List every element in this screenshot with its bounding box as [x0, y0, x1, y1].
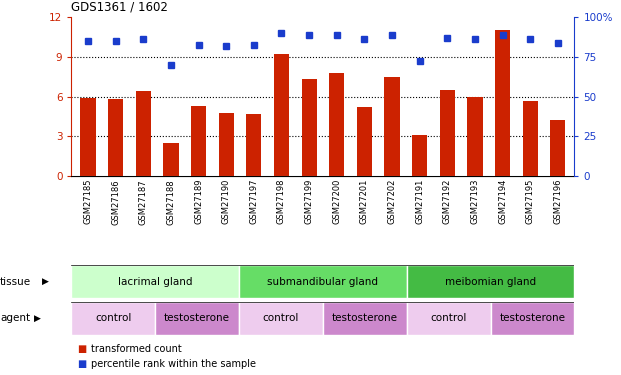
Text: GSM27189: GSM27189: [194, 179, 203, 224]
Bar: [71, 302, 155, 334]
Bar: [412, 135, 427, 176]
Bar: [71, 265, 239, 298]
Text: GDS1361 / 1602: GDS1361 / 1602: [71, 0, 168, 13]
Text: GSM27193: GSM27193: [471, 179, 479, 224]
Bar: [274, 54, 289, 176]
Bar: [491, 302, 574, 334]
Bar: [191, 106, 206, 176]
Text: GSM27196: GSM27196: [553, 179, 563, 224]
Text: testosterone: testosterone: [499, 313, 566, 323]
Text: percentile rank within the sample: percentile rank within the sample: [91, 359, 256, 369]
Bar: [155, 302, 239, 334]
Bar: [357, 107, 372, 176]
Bar: [550, 120, 566, 176]
Text: tissue: tissue: [0, 277, 31, 286]
Text: ▶: ▶: [42, 277, 49, 286]
Bar: [523, 100, 538, 176]
Text: GSM27185: GSM27185: [83, 179, 93, 224]
Text: ▶: ▶: [34, 314, 41, 322]
Bar: [135, 91, 151, 176]
Text: GSM27198: GSM27198: [277, 179, 286, 224]
Text: GSM27194: GSM27194: [498, 179, 507, 224]
Bar: [80, 98, 96, 176]
Bar: [407, 265, 574, 298]
Text: GSM27202: GSM27202: [388, 179, 397, 224]
Text: submandibular gland: submandibular gland: [268, 277, 378, 286]
Bar: [108, 99, 123, 176]
Text: agent: agent: [0, 313, 30, 323]
Text: control: control: [95, 313, 132, 323]
Text: meibomian gland: meibomian gland: [445, 277, 536, 286]
Text: GSM27187: GSM27187: [138, 179, 148, 225]
Bar: [495, 30, 510, 176]
Bar: [384, 76, 400, 176]
Text: GSM27200: GSM27200: [332, 179, 341, 224]
Text: GSM27201: GSM27201: [360, 179, 369, 224]
Text: GSM27188: GSM27188: [166, 179, 175, 225]
Text: GSM27199: GSM27199: [305, 179, 314, 224]
Text: transformed count: transformed count: [91, 344, 182, 354]
Bar: [302, 79, 317, 176]
Bar: [407, 302, 491, 334]
Bar: [329, 73, 344, 176]
Bar: [468, 97, 483, 176]
Text: ■: ■: [78, 359, 87, 369]
Text: ■: ■: [78, 344, 87, 354]
Text: GSM27186: GSM27186: [111, 179, 120, 225]
Bar: [163, 143, 178, 176]
Bar: [323, 302, 407, 334]
Bar: [239, 265, 407, 298]
Text: testosterone: testosterone: [332, 313, 398, 323]
Text: GSM27195: GSM27195: [526, 179, 535, 224]
Text: control: control: [430, 313, 467, 323]
Bar: [219, 112, 233, 176]
Text: control: control: [263, 313, 299, 323]
Bar: [239, 302, 323, 334]
Text: testosterone: testosterone: [164, 313, 230, 323]
Text: GSM27192: GSM27192: [443, 179, 452, 224]
Text: GSM27197: GSM27197: [249, 179, 258, 224]
Bar: [246, 114, 261, 176]
Text: GSM27190: GSM27190: [222, 179, 230, 224]
Text: GSM27191: GSM27191: [415, 179, 424, 224]
Bar: [440, 90, 455, 176]
Text: lacrimal gland: lacrimal gland: [118, 277, 193, 286]
